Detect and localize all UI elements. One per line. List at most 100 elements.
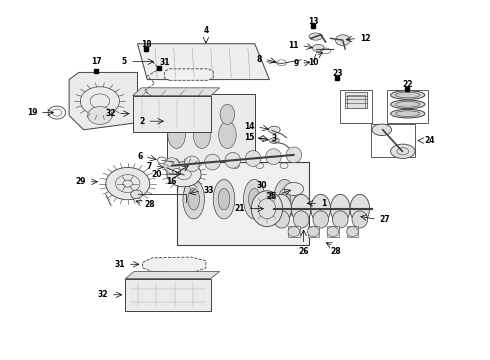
Text: 31: 31 [159, 58, 170, 67]
Ellipse shape [274, 211, 290, 228]
Ellipse shape [395, 92, 420, 98]
Ellipse shape [352, 211, 368, 228]
Ellipse shape [372, 124, 392, 135]
Ellipse shape [391, 144, 415, 158]
Ellipse shape [395, 102, 420, 107]
Ellipse shape [311, 194, 331, 223]
Ellipse shape [219, 121, 236, 148]
Text: 28: 28 [330, 247, 341, 256]
Ellipse shape [335, 35, 350, 45]
Ellipse shape [183, 180, 204, 219]
Ellipse shape [350, 194, 369, 223]
Text: 6: 6 [137, 152, 143, 161]
Text: 16: 16 [167, 177, 177, 186]
Bar [125, 279, 211, 311]
Ellipse shape [195, 104, 209, 125]
Ellipse shape [284, 183, 304, 195]
Ellipse shape [279, 188, 291, 210]
Ellipse shape [167, 162, 201, 187]
Bar [340, 90, 371, 123]
Text: 13: 13 [308, 17, 318, 26]
Ellipse shape [205, 154, 220, 170]
Text: 3: 3 [272, 134, 277, 143]
Bar [288, 226, 300, 237]
Ellipse shape [269, 126, 280, 134]
Text: 7: 7 [147, 162, 152, 171]
Ellipse shape [331, 194, 350, 223]
Bar [133, 96, 211, 132]
Text: 26: 26 [298, 247, 309, 256]
Ellipse shape [88, 107, 112, 125]
Bar [387, 90, 428, 123]
Text: 9: 9 [294, 59, 299, 68]
Ellipse shape [270, 138, 279, 143]
Text: 25: 25 [267, 192, 277, 201]
Ellipse shape [274, 180, 295, 219]
Bar [167, 94, 255, 162]
Ellipse shape [172, 168, 180, 174]
Ellipse shape [184, 156, 200, 172]
Ellipse shape [308, 226, 319, 237]
Ellipse shape [286, 147, 302, 163]
Ellipse shape [106, 167, 150, 200]
Ellipse shape [251, 191, 283, 226]
Text: 4: 4 [203, 26, 209, 35]
Bar [327, 226, 339, 237]
Bar [176, 162, 309, 244]
Text: 27: 27 [379, 215, 390, 224]
Ellipse shape [245, 150, 261, 166]
Text: 31: 31 [115, 260, 125, 269]
Ellipse shape [309, 33, 323, 40]
Ellipse shape [169, 104, 184, 125]
Ellipse shape [327, 226, 339, 237]
Polygon shape [69, 72, 138, 130]
Ellipse shape [391, 100, 425, 109]
Text: 8: 8 [257, 55, 262, 64]
Text: 12: 12 [360, 34, 370, 43]
Polygon shape [138, 44, 270, 80]
Ellipse shape [272, 194, 292, 223]
Ellipse shape [168, 121, 185, 148]
Ellipse shape [332, 211, 348, 228]
Bar [346, 226, 358, 237]
Ellipse shape [193, 121, 211, 148]
Ellipse shape [346, 226, 358, 237]
Text: 28: 28 [145, 200, 155, 209]
Ellipse shape [292, 194, 311, 223]
Ellipse shape [288, 226, 300, 237]
Ellipse shape [164, 158, 179, 174]
Text: 10: 10 [309, 58, 319, 67]
Polygon shape [164, 69, 213, 80]
Polygon shape [143, 257, 206, 273]
Text: 32: 32 [105, 109, 116, 118]
Ellipse shape [220, 104, 235, 125]
Ellipse shape [188, 188, 199, 210]
Ellipse shape [218, 188, 230, 210]
Text: 14: 14 [245, 122, 255, 131]
Text: 5: 5 [122, 57, 127, 66]
Polygon shape [125, 271, 220, 279]
Ellipse shape [244, 180, 265, 219]
Text: 18: 18 [141, 40, 151, 49]
Text: 15: 15 [245, 133, 255, 142]
Text: 24: 24 [424, 136, 435, 145]
Text: 22: 22 [402, 80, 413, 89]
Text: 20: 20 [151, 170, 162, 179]
Bar [370, 125, 415, 157]
Text: 30: 30 [257, 181, 268, 190]
Ellipse shape [248, 188, 260, 210]
Polygon shape [133, 88, 220, 96]
Text: 32: 32 [98, 290, 108, 299]
Bar [346, 95, 365, 108]
Ellipse shape [266, 149, 281, 165]
Text: 19: 19 [27, 108, 37, 117]
Ellipse shape [313, 211, 329, 228]
Ellipse shape [391, 91, 425, 99]
Ellipse shape [395, 111, 420, 117]
Ellipse shape [313, 44, 324, 51]
Text: 2: 2 [140, 117, 145, 126]
Ellipse shape [213, 180, 235, 219]
Ellipse shape [131, 190, 143, 199]
Text: 17: 17 [91, 57, 102, 66]
Text: 21: 21 [235, 204, 245, 213]
